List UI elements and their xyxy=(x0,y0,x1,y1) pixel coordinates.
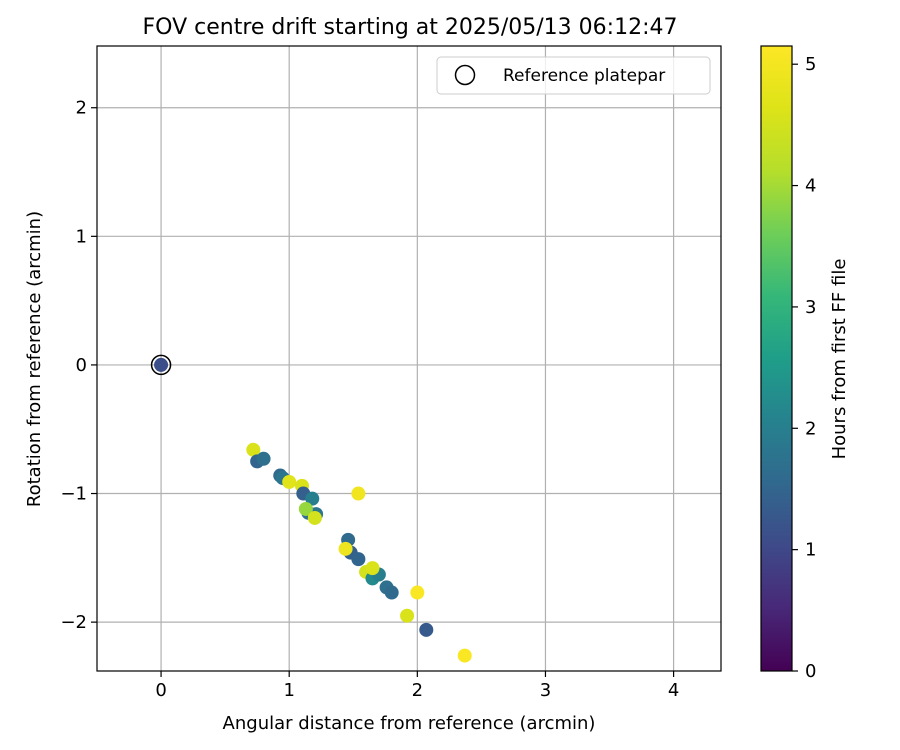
x-tick-label: 4 xyxy=(668,680,679,701)
data-point xyxy=(400,608,415,623)
colorbar-ticks: 0 1 2 3 4 5 xyxy=(792,54,816,682)
plot-area: 0 1 2 3 4 −2 −1 0 1 2 Reference platepar xyxy=(60,45,722,701)
data-point xyxy=(298,501,313,516)
colorbar-tick-label: 2 xyxy=(805,418,816,439)
plot-frame xyxy=(96,45,722,672)
colorbar-label: Hours from first FF file xyxy=(829,259,850,460)
x-axis-label: Angular distance from reference (arcmin) xyxy=(223,713,596,734)
y-axis-label: Rotation from reference (arcmin) xyxy=(24,211,45,507)
colorbar-tick-label: 1 xyxy=(805,540,816,561)
data-point xyxy=(282,474,297,489)
legend: Reference platepar xyxy=(436,56,711,95)
chart-title: FOV centre drift starting at 2025/05/13 … xyxy=(143,15,678,40)
y-tick-label: −1 xyxy=(60,484,87,505)
y-tick-label: 1 xyxy=(76,226,87,247)
data-point xyxy=(351,552,366,567)
data-point xyxy=(246,442,261,457)
plot-background xyxy=(97,46,721,671)
data-point xyxy=(365,561,380,576)
data-point xyxy=(410,585,425,600)
data-point xyxy=(305,491,320,506)
reference-marker xyxy=(150,354,172,376)
colorbar: 0 1 2 3 4 5 Hours from first FF file xyxy=(760,45,850,682)
data-point xyxy=(351,486,366,501)
y-tick-label: 2 xyxy=(76,98,87,119)
colorbar-gradient xyxy=(760,45,793,672)
reference-layer xyxy=(150,354,172,376)
legend-box xyxy=(436,56,711,95)
tick-marks xyxy=(91,107,675,677)
x-tick-label: 0 xyxy=(155,680,166,701)
y-tick-label: −2 xyxy=(60,612,87,633)
y-tick-label: 0 xyxy=(76,355,87,376)
legend-marker-reference xyxy=(454,64,476,86)
data-point xyxy=(338,541,353,556)
x-tick-label: 1 xyxy=(283,680,294,701)
legend-label-reference: Reference platepar xyxy=(503,66,665,86)
data-point xyxy=(457,648,472,663)
data-point xyxy=(154,357,169,372)
x-tick-label: 2 xyxy=(412,680,423,701)
colorbar-tick-label: 5 xyxy=(805,54,816,75)
data-point xyxy=(419,622,434,637)
data-points xyxy=(154,357,472,663)
data-point xyxy=(307,510,322,525)
data-point xyxy=(256,451,271,466)
colorbar-tick-label: 0 xyxy=(805,661,816,682)
colorbar-tick-label: 3 xyxy=(805,297,816,318)
colorbar-tick-label: 4 xyxy=(805,176,816,197)
tick-labels: 0 1 2 3 4 −2 −1 0 1 2 xyxy=(60,98,679,701)
x-tick-label: 3 xyxy=(540,680,551,701)
data-point xyxy=(384,585,399,600)
